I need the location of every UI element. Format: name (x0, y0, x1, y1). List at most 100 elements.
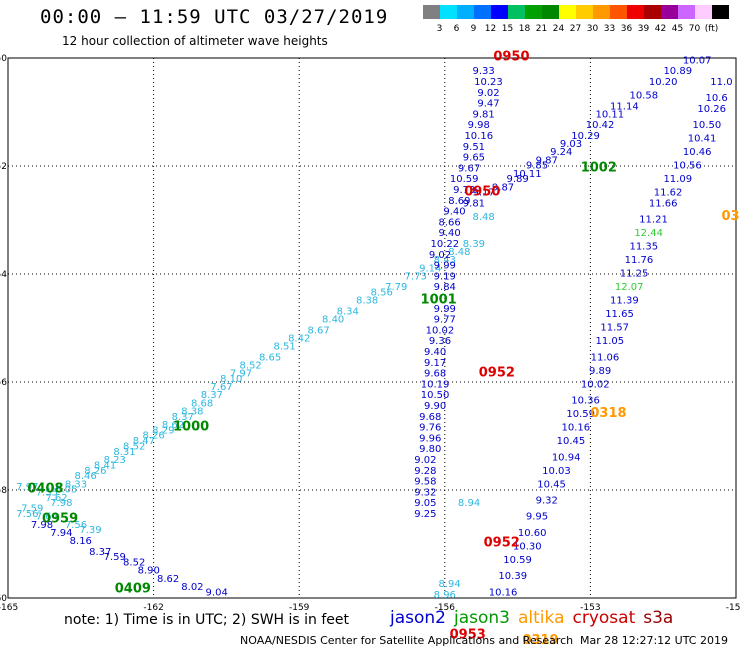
colorbar-label: 45 (671, 24, 684, 34)
colorbar-label: 27 (569, 24, 582, 34)
data-point-label: 10.39 (498, 571, 527, 582)
legend-entry: cryosat (572, 608, 636, 628)
data-point-label: 7.98 (31, 520, 53, 531)
data-point-label: 8.52 (123, 558, 145, 569)
data-point-label: 11.35 (629, 242, 658, 253)
data-point-label: 11.62 (654, 188, 683, 199)
data-point-label: 10.45 (557, 436, 586, 447)
data-point-label: 11.57 (600, 323, 629, 334)
data-point-label: 11.14 (610, 101, 639, 112)
time-mark-label: 0950 (493, 50, 529, 65)
data-point-label: 8.43 (434, 255, 456, 266)
data-point-label: 11.66 (649, 199, 678, 210)
data-point-label: 9.25 (414, 509, 436, 520)
data-point-label: 10.94 (552, 452, 581, 463)
legend-entry: jason2 (390, 608, 446, 628)
data-point-label: 10.58 (629, 91, 658, 102)
x-tick-label: -156 (435, 603, 456, 613)
data-point-label: 8.26 (142, 431, 164, 442)
legend-entry: altika (518, 608, 565, 628)
data-point-label: 8.62 (157, 574, 179, 585)
colorbar-swatch (525, 5, 542, 19)
data-point-label: 10.41 (688, 134, 717, 145)
time-mark-label: 1000 (173, 420, 209, 435)
y-tick-label: -50 (0, 54, 7, 64)
colorbar-label: 3 (436, 24, 443, 34)
data-point-label: 7.59 (104, 552, 126, 563)
data-point-label: 8.37 (89, 547, 111, 558)
data-point-label: 10.89 (663, 66, 692, 77)
page-subtitle: 12 hour collection of altimeter wave hei… (62, 34, 328, 48)
data-point-label: 10.59 (503, 555, 532, 566)
colorbar-swatch (542, 5, 559, 19)
data-point-label: 10.07 (683, 55, 712, 66)
data-point-label: 9.76 (419, 423, 441, 434)
data-point-label: 11.65 (605, 309, 634, 320)
data-point-label: 9.02 (477, 88, 499, 99)
colorbar-swatch (508, 5, 525, 19)
time-mark-label: 0317 (721, 209, 740, 224)
data-point-label: 8.46 (75, 471, 97, 482)
data-point-label: 9.99 (434, 304, 456, 315)
data-point-label: 8.48 (472, 212, 494, 223)
colorbar-swatch (627, 5, 644, 19)
time-mark-label: 0953 (450, 628, 486, 643)
data-point-label: 9.40 (424, 347, 446, 358)
x-tick-label: -150 (726, 603, 740, 613)
data-point-label: 11.0 (710, 77, 732, 88)
data-point-label: 8.67 (307, 325, 329, 336)
data-point-label: 8.94 (458, 498, 480, 509)
colorbar-label: 70 (688, 24, 701, 34)
data-point-label: 11.09 (663, 174, 692, 185)
colorbar-swatch (491, 5, 508, 19)
data-point-label: 10.50 (693, 120, 722, 131)
data-point-label: 10.16 (489, 587, 518, 598)
colorbar-swatch (610, 5, 627, 19)
x-tick-label: -165 (0, 603, 18, 613)
data-point-label: 8.29 (152, 425, 174, 436)
data-point-label: 7.59 (21, 504, 43, 515)
colorbar-swatch (695, 5, 712, 19)
data-point-label: 10.42 (586, 120, 615, 131)
data-point-label: 8.40 (322, 315, 344, 326)
data-point-label: 10.26 (697, 104, 726, 115)
data-point-label: 8.65 (259, 352, 281, 363)
data-point-label: 9.04 (206, 587, 228, 598)
colorbar-swatch (712, 5, 729, 19)
data-point-label: 9.68 (419, 412, 441, 423)
data-point-label: 9.58 (414, 477, 436, 488)
colorbar-label: 15 (501, 24, 514, 34)
data-point-label: 8.05 (55, 485, 77, 496)
data-point-label: 10.50 (421, 390, 450, 401)
time-mark-label: 0319 (522, 633, 558, 648)
data-point-label: 10.60 (518, 528, 547, 539)
data-point-label: 8.48 (448, 247, 470, 258)
time-mark-label: 0959 (42, 511, 78, 526)
y-tick-label: -56 (0, 378, 7, 388)
data-point-label: 8.38 (356, 296, 378, 307)
data-point-label: 9.96 (419, 433, 441, 444)
time-mark-label: 1001 (421, 293, 457, 308)
data-point-label: 9.98 (468, 120, 490, 131)
data-point-label: 9.24 (550, 147, 572, 158)
colorbar-label: 9 (470, 24, 477, 34)
data-point-label: 9.87 (492, 182, 514, 193)
data-point-label: 9.17 (424, 358, 446, 369)
data-point-label: 8.51 (274, 342, 296, 353)
plot-frame (7, 57, 737, 599)
data-point-label: 10.59 (450, 174, 479, 185)
data-point-label: 8.10 (220, 374, 242, 385)
data-point-label: 10.16 (464, 131, 493, 142)
colorbar-label: 33 (603, 24, 616, 34)
data-point-label: 9.85 (526, 161, 548, 172)
data-point-label: 8.66 (439, 217, 461, 228)
time-mark-label: 0318 (590, 406, 626, 421)
data-point-label: 10.19 (421, 379, 450, 390)
data-point-label: 8.41 (94, 460, 116, 471)
footnote: note: 1) Time is in UTC; 2) SWH is in fe… (64, 612, 350, 628)
data-point-label: 8.56 (371, 288, 393, 299)
data-point-label: 7.64 (36, 512, 58, 523)
data-point-label: 7.39 (79, 525, 101, 536)
legend-entry: s3a (643, 608, 674, 628)
data-point-label: 7.62 (45, 493, 67, 504)
